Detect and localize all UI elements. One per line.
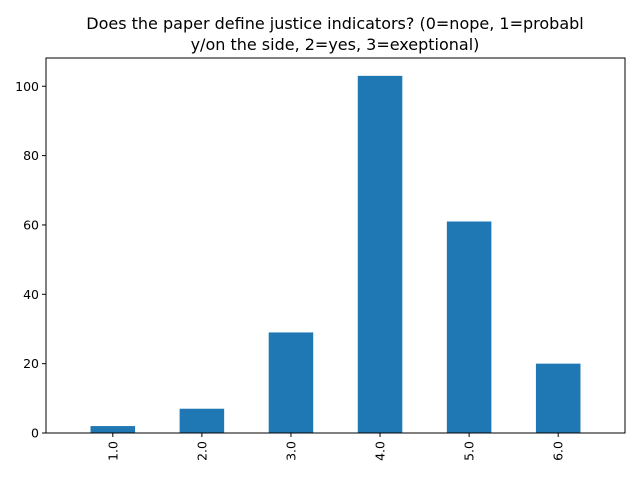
x-tick-label-3.0: 3.0 [283, 441, 298, 461]
y-tick-label-0: 0 [31, 426, 39, 441]
bars-group [90, 75, 581, 433]
y-tick-label-100: 100 [15, 79, 39, 94]
y-tick-label-40: 40 [23, 287, 39, 302]
bar-3.0 [268, 332, 314, 433]
bar-1.0 [90, 426, 136, 433]
chart-title-line-1: Does the paper define justice indicators… [86, 14, 583, 33]
x-tick-label-2.0: 2.0 [194, 441, 209, 461]
bar-6.0 [535, 363, 581, 433]
bar-2.0 [179, 408, 225, 433]
y-tick-label-60: 60 [23, 217, 39, 232]
x-axis: 1.0 2.0 3.0 4.0 5.0 6.0 [105, 433, 566, 461]
bar-4.0 [357, 75, 403, 433]
x-tick-label-4.0: 4.0 [373, 441, 388, 461]
y-tick-label-80: 80 [23, 148, 39, 163]
y-axis: 0 20 40 60 80 100 [15, 79, 46, 441]
plot-frame [45, 57, 626, 434]
x-tick-label-1.0: 1.0 [105, 441, 120, 461]
x-tick-label-6.0: 6.0 [551, 441, 566, 461]
chart-title-line-2: y/on the side, 2=yes, 3=exeptional) [191, 35, 480, 54]
x-tick-label-5.0: 5.0 [462, 441, 477, 461]
y-tick-label-20: 20 [23, 356, 39, 371]
bar-5.0 [446, 221, 492, 433]
